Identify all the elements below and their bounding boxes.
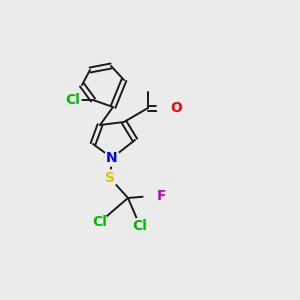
Circle shape: [144, 188, 160, 204]
Circle shape: [157, 100, 173, 116]
Circle shape: [102, 170, 118, 186]
Text: Cl: Cl: [133, 219, 147, 233]
Text: F: F: [157, 189, 166, 203]
Text: Cl: Cl: [66, 93, 80, 107]
Text: O: O: [170, 101, 182, 115]
Text: N: N: [106, 151, 118, 165]
Circle shape: [92, 214, 108, 230]
Text: S: S: [105, 171, 115, 185]
Circle shape: [65, 92, 81, 108]
Text: Cl: Cl: [93, 215, 107, 229]
Circle shape: [132, 218, 148, 234]
Circle shape: [104, 150, 120, 166]
